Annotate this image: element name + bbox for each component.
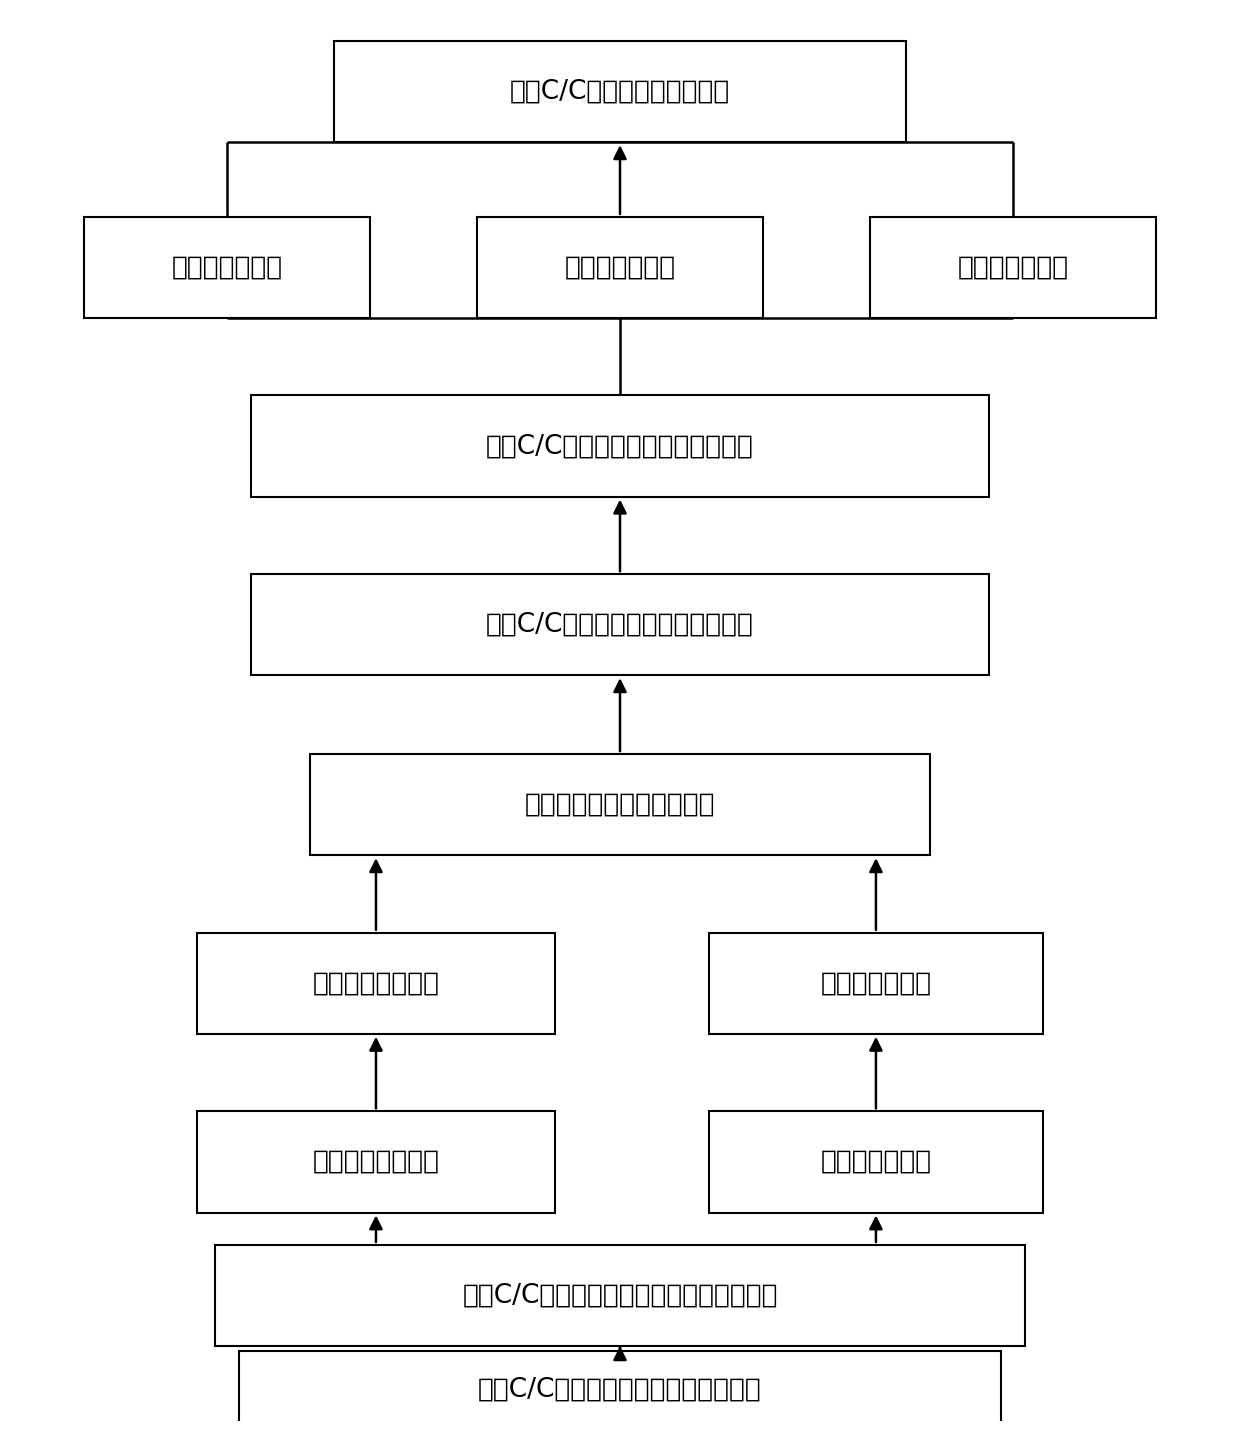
Text: 针刼C/C复合材料复合层的弹性模量: 针刼C/C复合材料复合层的弹性模量 — [486, 433, 754, 459]
Text: 针刼C/C复合材料的组分材料性能参数: 针刼C/C复合材料的组分材料性能参数 — [479, 1376, 761, 1402]
Text: 线性简化刚度矩阵积分公式: 线性简化刚度矩阵积分公式 — [525, 792, 715, 818]
Bar — [870, 217, 1156, 319]
Bar — [335, 42, 905, 142]
Bar — [709, 1111, 1043, 1213]
Text: 网胎层弹性模量: 网胎层弹性模量 — [821, 1149, 931, 1175]
Text: 针刼C/C复合材料弹性模量的修正计算模型: 针刼C/C复合材料弹性模量的修正计算模型 — [463, 1283, 777, 1309]
Bar — [250, 574, 990, 676]
Bar — [239, 1350, 1001, 1428]
Bar — [197, 933, 554, 1033]
Text: 针刼C/C复合材料复合层的刚度矩阵: 针刼C/C复合材料复合层的刚度矩阵 — [486, 611, 754, 637]
Text: 纤维束层弹性模量: 纤维束层弹性模量 — [312, 1149, 439, 1175]
Bar — [709, 933, 1043, 1033]
Text: 有限元计算模型: 有限元计算模型 — [171, 254, 283, 280]
Text: 有限元计算模型: 有限元计算模型 — [957, 254, 1069, 280]
Bar — [197, 1111, 554, 1213]
Text: 纤维束层刚度矩阵: 纤维束层刚度矩阵 — [312, 970, 439, 996]
Text: 针刼C/C复合材料的弹性模量: 针刼C/C复合材料的弹性模量 — [510, 79, 730, 105]
Bar — [477, 217, 763, 319]
Bar — [84, 217, 370, 319]
Text: 网胎层刚度矩阵: 网胎层刚度矩阵 — [821, 970, 931, 996]
Bar — [250, 396, 990, 497]
Text: 有限元计算模型: 有限元计算模型 — [564, 254, 676, 280]
Bar — [216, 1244, 1024, 1346]
Bar — [310, 753, 930, 855]
